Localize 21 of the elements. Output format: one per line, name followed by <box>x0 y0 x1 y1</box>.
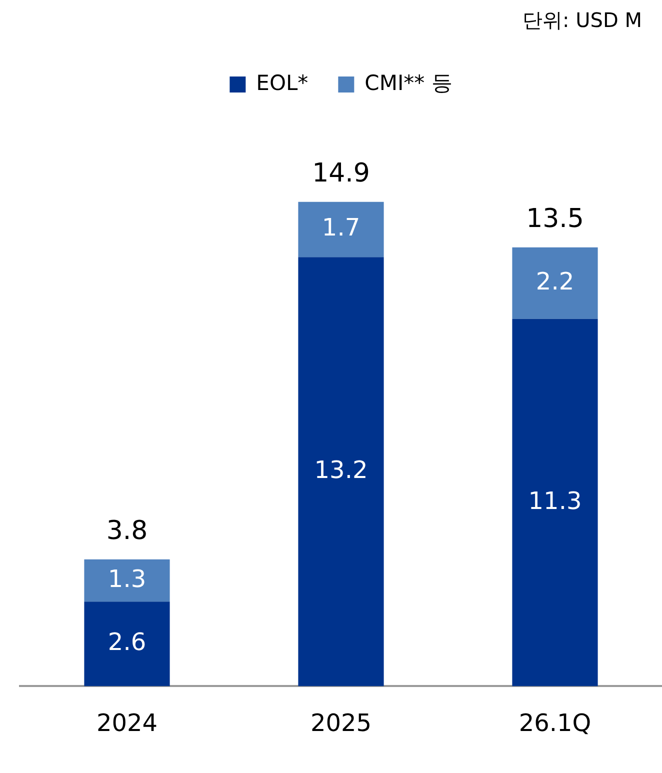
bar <box>298 202 384 258</box>
data-label: 13.2 <box>314 456 368 484</box>
bar <box>512 318 598 686</box>
total-label: 13.5 <box>526 204 584 234</box>
data-label: 2.2 <box>536 267 574 296</box>
text: 단위: USD M <box>522 8 642 32</box>
data-label: 11.3 <box>528 486 582 515</box>
legend-label: CMI** 등 <box>364 70 452 95</box>
data-label: 2.6 <box>108 628 146 656</box>
bar <box>512 247 598 319</box>
bar <box>84 559 170 602</box>
total-label: 14.9 <box>312 158 370 189</box>
legend-label: EOL* <box>256 70 308 95</box>
data-label: 1.7 <box>322 214 360 242</box>
data-label: 1.3 <box>108 564 146 593</box>
total-label: 3.8 <box>106 516 148 546</box>
x-tick-label: 26.1Q <box>518 708 592 737</box>
bar <box>84 602 170 686</box>
bar <box>298 257 384 686</box>
x-tick-label: 2024 <box>96 708 158 737</box>
x-tick-label: 2025 <box>310 708 372 737</box>
